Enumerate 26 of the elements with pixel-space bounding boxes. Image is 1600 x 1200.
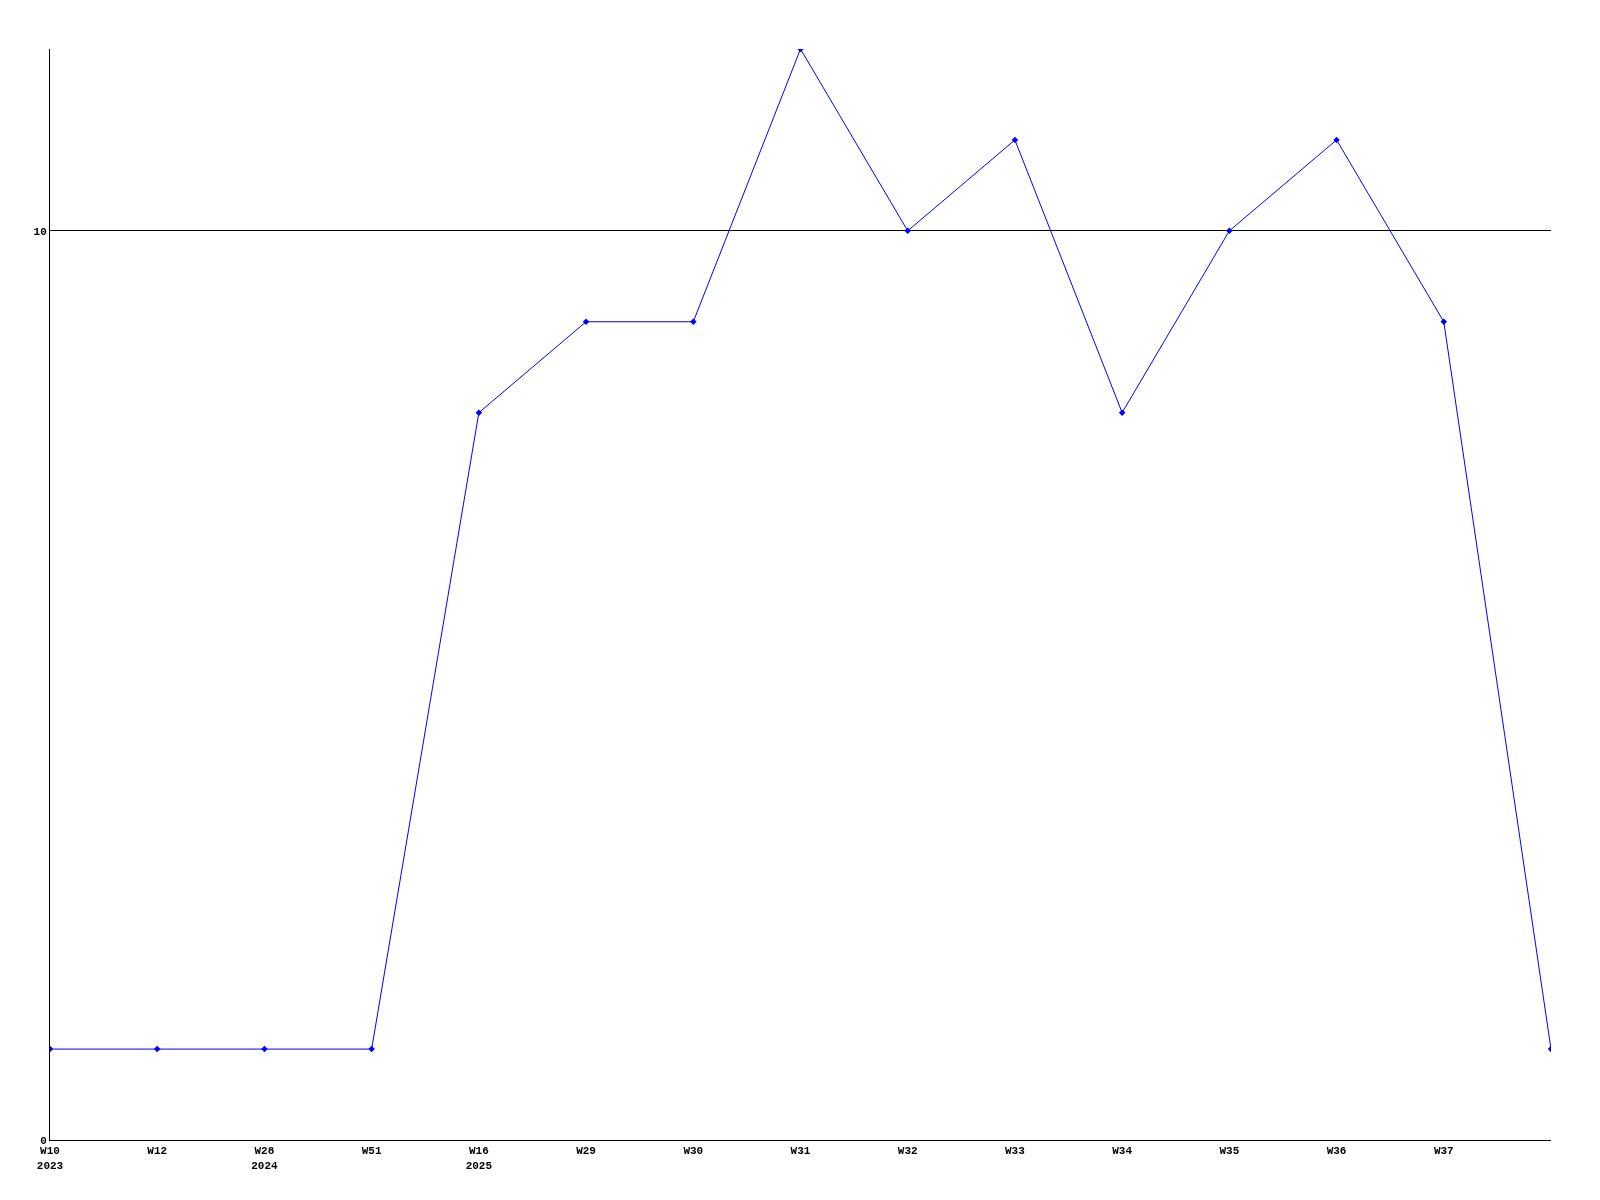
x-tick-label: W29	[576, 1145, 596, 1158]
point	[690, 318, 697, 325]
x-tick-label: W37	[1433, 1145, 1454, 1158]
x-tick-label: W33	[1005, 1145, 1026, 1158]
x-tick-label: W35	[1219, 1145, 1240, 1158]
point	[1011, 136, 1019, 144]
line-series	[50, 49, 1551, 1053]
x-tick-label: W32	[897, 1145, 918, 1158]
x-tick-label: W31	[790, 1145, 811, 1158]
x-tick-label: W36	[1326, 1145, 1347, 1158]
point	[582, 318, 590, 325]
point	[904, 227, 911, 235]
y-tick-label: 10	[33, 225, 47, 238]
point	[1440, 318, 1448, 325]
point	[475, 409, 483, 416]
x-tick-label: W12	[147, 1145, 168, 1158]
x-tick-label: W28 2024	[251, 1145, 279, 1172]
point	[1118, 409, 1126, 416]
point	[153, 1045, 161, 1053]
x-tick-label: W10 2023	[36, 1145, 64, 1172]
x-tick-label: W34	[1112, 1145, 1133, 1158]
point	[1226, 227, 1233, 235]
x-tick-label: W16 2025	[465, 1145, 493, 1172]
x-tick-label: W30	[683, 1145, 704, 1158]
y-tick-label: 0	[40, 1134, 47, 1147]
x-tick-label: W51	[361, 1145, 382, 1158]
